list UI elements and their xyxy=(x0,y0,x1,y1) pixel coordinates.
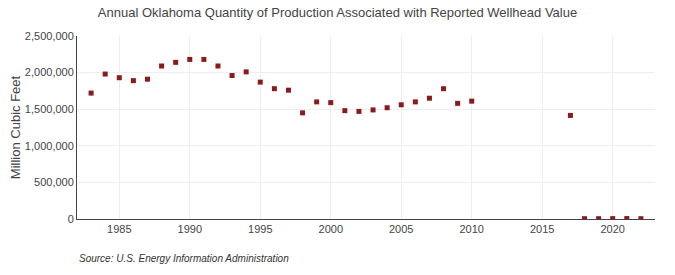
svg-text:1990: 1990 xyxy=(178,223,202,235)
svg-text:Annual Oklahoma Quantity of Pr: Annual Oklahoma Quantity of Production A… xyxy=(98,5,577,20)
svg-text:2005: 2005 xyxy=(389,223,413,235)
svg-text:0: 0 xyxy=(68,213,74,225)
svg-text:1995: 1995 xyxy=(248,223,272,235)
svg-text:2010: 2010 xyxy=(459,223,483,235)
svg-text:Source: U.S. Energy Informatio: Source: U.S. Energy Information Administ… xyxy=(79,253,289,264)
svg-text:1,500,000: 1,500,000 xyxy=(25,103,74,115)
svg-text:2,500,000: 2,500,000 xyxy=(25,30,74,42)
svg-text:Million Cubic Feet: Million Cubic Feet xyxy=(8,75,23,179)
svg-text:2015: 2015 xyxy=(530,223,554,235)
svg-text:2000: 2000 xyxy=(319,223,343,235)
svg-text:2020: 2020 xyxy=(600,223,624,235)
svg-text:2,000,000: 2,000,000 xyxy=(25,66,74,78)
svg-text:500,000: 500,000 xyxy=(34,176,74,188)
svg-text:1,000,000: 1,000,000 xyxy=(25,140,74,152)
svg-text:1985: 1985 xyxy=(107,223,131,235)
